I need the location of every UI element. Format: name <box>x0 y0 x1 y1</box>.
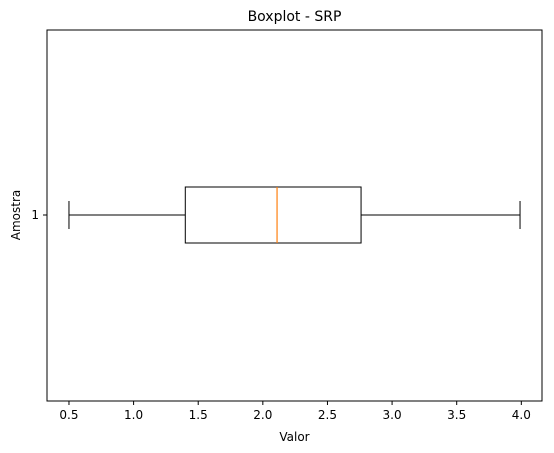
x-tick-label: 1.0 <box>124 408 143 422</box>
x-tick-label: 2.5 <box>318 408 337 422</box>
x-tick-label: 3.0 <box>383 408 402 422</box>
axes-group: 0.5 1.0 1.5 2.0 2.5 3.0 3.5 4.0 1 <box>31 29 543 422</box>
x-tick-label: 0.5 <box>59 408 78 422</box>
x-tick-label: 2.0 <box>253 408 272 422</box>
y-axis-label: Amostra <box>9 190 23 240</box>
iqr-box <box>184 186 362 244</box>
x-tick-label: 4.0 <box>512 408 531 422</box>
x-axis-label: Valor <box>279 430 309 444</box>
x-tick-label: 1.5 <box>189 408 208 422</box>
x-tick-label: 3.5 <box>447 408 466 422</box>
chart-title: Boxplot - SRP <box>248 9 342 25</box>
plot-group <box>68 186 521 244</box>
y-tick-label: 1 <box>31 208 39 222</box>
